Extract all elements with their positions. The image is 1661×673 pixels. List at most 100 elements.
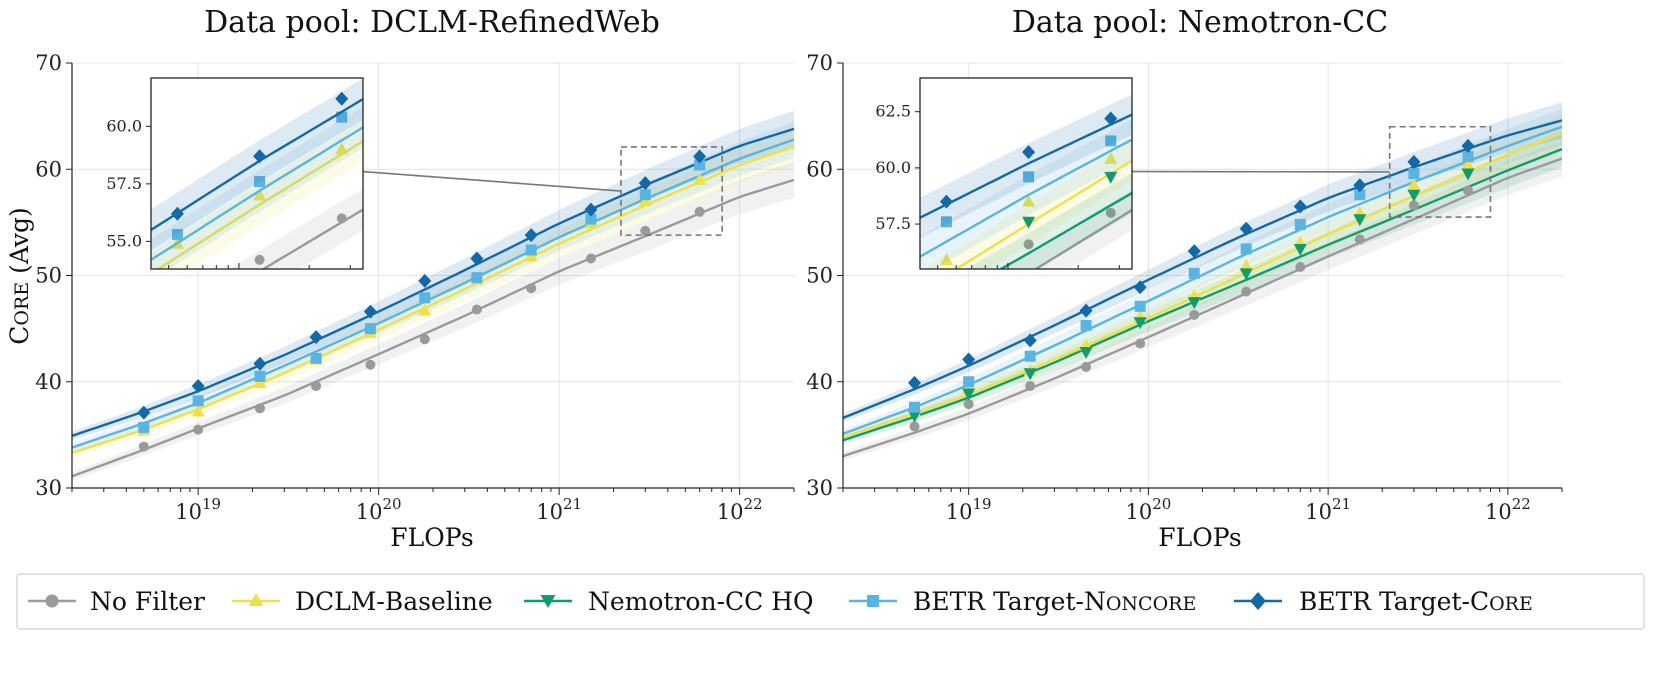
inset: 57.5 60.0 62.5 — [875, 77, 1133, 270]
circle-marker — [254, 254, 265, 265]
square-marker — [909, 401, 921, 413]
legend-label-smallcaps: ONCORE — [1106, 593, 1197, 615]
square-marker — [963, 376, 975, 388]
circle-marker — [1241, 286, 1252, 297]
circle-marker — [963, 399, 974, 410]
legend-item-dclm-baseline: DCLM-Baseline — [232, 587, 493, 616]
diamond-marker — [418, 273, 432, 288]
legend-box — [16, 573, 1645, 630]
triangle-up-marker — [418, 303, 432, 316]
triangle-down-marker — [939, 268, 953, 269]
legend-label: BETR Target-CORE — [1299, 587, 1533, 616]
fit-line-betr-target-core — [72, 127, 794, 438]
triangle-down-marker — [1133, 317, 1147, 330]
diamond-marker — [1023, 333, 1037, 348]
y-tick-label: 30 — [806, 476, 833, 500]
diamond-marker — [170, 206, 184, 221]
y-tick-label: 70 — [806, 51, 833, 75]
x-tick-label: 1022 — [1485, 495, 1531, 524]
fit-lines — [72, 127, 794, 478]
plot-area — [843, 102, 1562, 461]
inset-frame — [919, 77, 1133, 270]
circle-marker — [640, 225, 651, 236]
triangle-up-marker — [1461, 158, 1475, 170]
y-axis-label-rest: (Avg) — [5, 207, 34, 282]
legend-label: No Filter — [90, 587, 205, 616]
data-points — [908, 138, 1475, 432]
triangle-down-marker — [908, 410, 922, 423]
square-marker — [1024, 350, 1036, 362]
y-tick-label: 40 — [35, 370, 62, 394]
x-tick-label: 1020 — [1125, 495, 1171, 524]
square-marker — [471, 272, 483, 284]
zoom-connector-line — [362, 170, 622, 192]
triangle-up-marker — [1022, 194, 1036, 207]
diamond-marker — [939, 194, 953, 209]
circle-marker — [1023, 239, 1034, 250]
band-dclm-baseline — [72, 128, 794, 458]
diamond-marker — [137, 405, 151, 420]
triangle-down-marker — [1461, 168, 1475, 181]
diamond-marker — [638, 176, 652, 191]
tick-base: 10 — [1125, 500, 1152, 524]
tick-exponent: 19 — [972, 495, 991, 513]
circle-marker — [311, 381, 322, 391]
fit-line-betr-target-core — [843, 119, 1562, 420]
chart-title-right: Data pool: Nemotron-CC — [1012, 5, 1388, 40]
tick-exponent: 21 — [1332, 495, 1351, 513]
inset-fit-line-dclm-baseline — [953, 159, 1132, 269]
legend-item-no-filter: No Filter — [28, 587, 205, 616]
circle-marker — [471, 304, 482, 315]
triangle-up-marker — [693, 172, 707, 185]
inset-fit-line-dclm-baseline — [156, 139, 363, 269]
square-marker — [138, 421, 150, 433]
tick-base: 10 — [1305, 500, 1332, 524]
legend-item-betr-target-noncore: BETR Target-NONCORE — [849, 587, 1196, 616]
legend-item-nemotron-cc-hq: Nemotron-CC HQ — [524, 587, 814, 616]
triangle-down-marker — [1023, 368, 1037, 381]
legend-label-prefix: BETR Target-C — [1299, 587, 1489, 616]
tick-exponent: 20 — [382, 495, 401, 513]
x-tick-label: 1019 — [946, 495, 992, 524]
square-marker — [639, 189, 651, 201]
inset-fit-line-nemotron-cc-hq — [998, 191, 1132, 269]
square-marker — [1105, 135, 1117, 147]
x-tick-label: 1021 — [536, 495, 582, 524]
tick-base: 10 — [356, 500, 383, 524]
inset-band-no-filter — [228, 188, 363, 269]
triangle-down-marker — [962, 388, 976, 401]
square-marker — [1023, 171, 1035, 183]
tick-base: 10 — [175, 500, 202, 524]
circle-marker — [1295, 262, 1306, 272]
fit-lines — [843, 119, 1562, 458]
circle-marker — [172, 315, 182, 325]
diamond-marker — [524, 228, 538, 243]
band-betr-target-noncore — [72, 121, 794, 452]
triangle-up-marker — [335, 142, 349, 155]
circle-marker — [1189, 309, 1200, 320]
diamond-marker — [1461, 138, 1475, 153]
diamond-marker — [470, 251, 484, 266]
legend-label: DCLM-Baseline — [295, 587, 493, 616]
fit-line-betr-target-noncore — [72, 138, 794, 449]
y-tick-label: 50 — [35, 264, 62, 288]
y-axis-label-first: C — [5, 326, 34, 345]
square-marker — [192, 395, 204, 407]
x-tick-label: 1020 — [356, 495, 402, 524]
square-marker — [1188, 267, 1200, 279]
square-marker — [336, 111, 348, 123]
diamond-marker — [1079, 303, 1093, 318]
circle-marker — [1135, 338, 1146, 349]
circle-marker — [1354, 234, 1365, 245]
triangle-down-marker — [1407, 189, 1421, 202]
diamond-marker — [253, 356, 267, 371]
y-tick-label: 60 — [806, 157, 833, 181]
diamond-marker — [962, 352, 976, 367]
inset-y-tick-label: 55.0 — [106, 231, 142, 250]
y-tick-label: 40 — [806, 370, 833, 394]
diamond-marker — [584, 202, 598, 217]
chart-title-left: Data pool: DCLM-RefinedWeb — [204, 5, 660, 40]
diamond-marker — [1104, 111, 1118, 126]
inset-band-betr-target-core — [151, 78, 363, 251]
inset-fit-line-no-filter — [261, 208, 363, 269]
